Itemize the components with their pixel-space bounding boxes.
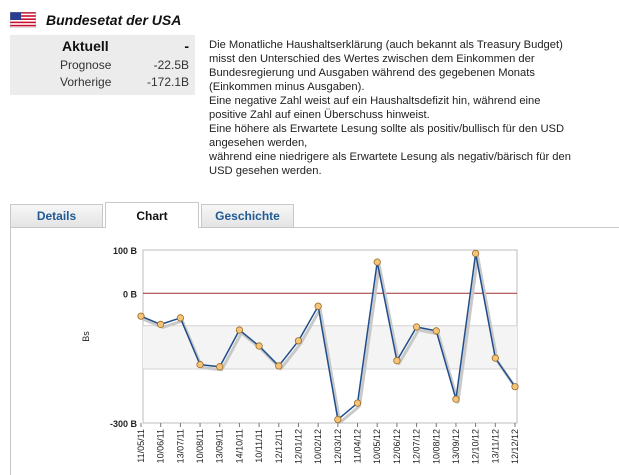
stats-panel: Aktuell - Prognose -22.5B Vorherige -172… [10,35,195,95]
x-tick-label: 13/11/12 [490,429,500,463]
x-tick-label: 10/05/12 [372,429,382,464]
stat-forecast-label: Prognose [60,58,112,72]
data-point [235,326,244,334]
us-flag-icon [10,12,36,28]
description-line: Die Monatliche Haushaltserklärung (auch … [209,39,563,51]
description: Die Monatliche Haushaltserklärung (auch … [209,38,614,178]
stat-current-label: Aktuell [62,38,109,54]
series-line-shadow [142,254,519,425]
x-tick-label: 12/06/12 [392,429,402,464]
tab-details[interactable]: Details [10,204,103,227]
data-point [137,312,145,320]
data-point [511,383,519,391]
x-tick-label: 12/12/12 [510,429,520,464]
data-point [275,362,283,370]
data-point [353,399,362,407]
data-point [491,354,499,362]
data-point [373,258,381,266]
data-point [393,357,401,365]
x-tick-label: 12/07/12 [412,429,422,464]
stat-previous: Vorherige -172.1B [10,75,195,89]
chart-panel: 100 B 0 B -300 B Bs 11/05/11 10/06/11 13/07/11… [10,228,619,475]
description-line: Eine negative Zahl weist auf ein Haushal… [209,95,541,107]
y-tick-label: -300 B [110,419,138,429]
x-tick-label: 11/04/12 [353,429,363,463]
data-point [452,395,460,403]
description-line: Bundesregierung und Ausgaben während des… [209,67,535,79]
data-point [334,415,342,424]
x-tick-label: 10/06/11 [156,429,166,463]
description-line: während eine niedrigere als Erwartete Le… [209,151,571,163]
x-tick-label: 12/03/12 [333,429,343,464]
tab-divider [10,227,619,228]
data-point [294,337,303,345]
x-tick-label: 10/02/12 [313,429,323,464]
stat-forecast-value: -22.5B [153,58,189,72]
data-point [255,342,263,350]
data-point [314,302,322,310]
tab-bar: Details Chart Geschichte [10,202,619,228]
description-line: positive Zahl auf einen Überschuss hinwe… [209,109,430,121]
x-tick-label: 13/07/11 [175,429,185,463]
x-tick-label: 10/08/11 [195,429,205,463]
x-tick-label: 10/08/12 [431,429,441,464]
x-tick-label: 10/11/11 [254,429,264,463]
description-line: Eine höhere als Erwartete Lesung sollte … [209,123,565,135]
data-point [196,361,204,369]
data-point [216,363,224,371]
header: Bundesetat der USA [10,10,181,30]
x-tick-label: 13/09/12 [451,429,461,464]
description-line: misst den Unterschied des Wertes zwische… [209,53,535,65]
x-tick-label: 14/10/11 [234,429,244,463]
line-chart: 100 B 0 B -300 B Bs 11/05/11 10/06/11 13/07/11… [81,246,520,464]
data-point [432,327,440,335]
x-tick-label: 11/05/11 [136,429,146,463]
description-line: angesehen werden, [209,137,308,149]
tab-history[interactable]: Geschichte [201,204,294,227]
data-point [412,323,421,331]
stat-previous-value: -172.1B [146,75,189,89]
x-tick-label: 12/01/12 [293,429,303,464]
x-tick-label: 12/12/11 [274,429,284,463]
x-tick-label: 13/09/11 [215,429,225,463]
description-line: (Einkommen minus Ausgaben). [209,81,365,93]
data-point [472,249,480,258]
x-tick-label: 12/10/12 [471,429,481,464]
y-tick-label: 0 B [123,289,138,299]
y-tick-label: 100 B [113,246,138,256]
page-title: Bundesetat der USA [46,12,182,28]
description-line: USD gesehen werden. [209,165,322,177]
stat-forecast: Prognose -22.5B [10,58,195,72]
stat-current: Aktuell - [10,38,195,54]
data-point [176,314,184,322]
stat-current-value: - [184,38,189,54]
y-axis-label: Bs [81,331,91,342]
stat-previous-label: Vorherige [60,75,112,89]
data-point [157,320,165,328]
tab-chart[interactable]: Chart [105,202,199,228]
